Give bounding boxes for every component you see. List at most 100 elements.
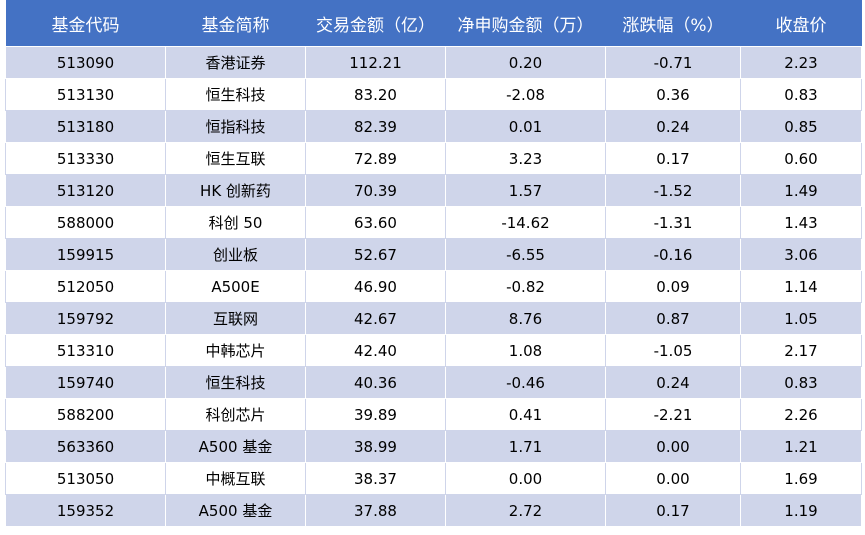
table-cell: 0.09: [605, 270, 741, 303]
table-cell: 2.23: [740, 46, 862, 79]
table-cell: 38.37: [305, 462, 446, 495]
table-cell: 1.14: [740, 270, 862, 303]
table-cell: 513090: [5, 46, 166, 79]
table-row: 588200 科创芯片 39.89 0.41 -2.21 2.26: [5, 398, 862, 431]
table-cell: HK 创新药: [165, 174, 306, 207]
table-cell: 513120: [5, 174, 166, 207]
table-cell: 科创芯片: [165, 398, 306, 431]
table-cell: 0.17: [605, 494, 741, 527]
table-row: 513330 恒生互联 72.89 3.23 0.17 0.60: [5, 142, 862, 175]
table-cell: 37.88: [305, 494, 446, 527]
table-cell: 8.76: [445, 302, 606, 335]
table-cell: 中概互联: [165, 462, 306, 495]
table-cell: -0.16: [605, 238, 741, 271]
table-cell: 112.21: [305, 46, 446, 79]
table-cell: 0.85: [740, 110, 862, 143]
table-cell: 82.39: [305, 110, 446, 143]
table-cell: 恒生科技: [165, 366, 306, 399]
table-row: 512050 A500E 46.90 -0.82 0.09 1.14: [5, 270, 862, 303]
table-cell: 0.87: [605, 302, 741, 335]
table-cell: 512050: [5, 270, 166, 303]
table-cell: 1.21: [740, 430, 862, 463]
table-cell: 46.90: [305, 270, 446, 303]
table-cell: A500 基金: [165, 430, 306, 463]
table-cell: -6.55: [445, 238, 606, 271]
table-row: 513120 HK 创新药 70.39 1.57 -1.52 1.49: [5, 174, 862, 207]
table-row: 159352 A500 基金 37.88 2.72 0.17 1.19: [5, 494, 862, 527]
table-row: 563360 A500 基金 38.99 1.71 0.00 1.21: [5, 430, 862, 463]
table-cell: 513330: [5, 142, 166, 175]
header-cell: 基金简称: [165, 0, 306, 47]
table-row: 513180 恒指科技 82.39 0.01 0.24 0.85: [5, 110, 862, 143]
header-cell: 涨跌幅（%）: [605, 0, 741, 47]
table-cell: 63.60: [305, 206, 446, 239]
table-cell: A500 基金: [165, 494, 306, 527]
table-cell: -1.52: [605, 174, 741, 207]
table-cell: 513310: [5, 334, 166, 367]
table-cell: 0.36: [605, 78, 741, 111]
table-cell: 0.60: [740, 142, 862, 175]
table-cell: 中韩芯片: [165, 334, 306, 367]
table-cell: 0.01: [445, 110, 606, 143]
table-cell: 0.00: [445, 462, 606, 495]
table-cell: -14.62: [445, 206, 606, 239]
table-cell: 40.36: [305, 366, 446, 399]
header-cell: 净申购金额（万）: [445, 0, 606, 47]
table-cell: 42.67: [305, 302, 446, 335]
table-cell: 588200: [5, 398, 166, 431]
table-cell: -0.71: [605, 46, 741, 79]
table-row: 513130 恒生科技 83.20 -2.08 0.36 0.83: [5, 78, 862, 111]
table-row: 159792 互联网 42.67 8.76 0.87 1.05: [5, 302, 862, 335]
table-cell: 38.99: [305, 430, 446, 463]
table-cell: 0.20: [445, 46, 606, 79]
table-cell: 72.89: [305, 142, 446, 175]
header-row: 基金代码 基金简称 交易金额（亿） 净申购金额（万） 涨跌幅（%） 收盘价: [5, 0, 862, 47]
table-cell: -2.08: [445, 78, 606, 111]
table-row: 513310 中韩芯片 42.40 1.08 -1.05 2.17: [5, 334, 862, 367]
table-cell: 513130: [5, 78, 166, 111]
table-cell: 2.17: [740, 334, 862, 367]
table-cell: A500E: [165, 270, 306, 303]
table-row: 513050 中概互联 38.37 0.00 0.00 1.69: [5, 462, 862, 495]
table-cell: 0.83: [740, 366, 862, 399]
table-cell: -0.46: [445, 366, 606, 399]
table-cell: 0.24: [605, 366, 741, 399]
table-cell: 563360: [5, 430, 166, 463]
fund-table: 基金代码 基金简称 交易金额（亿） 净申购金额（万） 涨跌幅（%） 收盘价 513090 香…: [5, 0, 862, 527]
table-cell: 3.23: [445, 142, 606, 175]
table-cell: -1.05: [605, 334, 741, 367]
table-cell: 513050: [5, 462, 166, 495]
header-cell: 交易金额（亿）: [305, 0, 446, 47]
table-cell: 0.00: [605, 462, 741, 495]
table-cell: 513180: [5, 110, 166, 143]
table-body: 513090 香港证券 112.21 0.20 -0.71 2.23 513130 恒生科技 8…: [5, 46, 862, 527]
table-cell: 科创 50: [165, 206, 306, 239]
table-container: 基金代码 基金简称 交易金额（亿） 净申购金额（万） 涨跌幅（%） 收盘价 513090 香…: [5, 0, 862, 527]
table-cell: 1.49: [740, 174, 862, 207]
table-cell: 创业板: [165, 238, 306, 271]
table-cell: 1.69: [740, 462, 862, 495]
table-cell: -1.31: [605, 206, 741, 239]
table-cell: 恒指科技: [165, 110, 306, 143]
table-cell: 2.26: [740, 398, 862, 431]
header-cell: 收盘价: [740, 0, 862, 47]
table-row: 588000 科创 50 63.60 -14.62 -1.31 1.43: [5, 206, 862, 239]
table-cell: 52.67: [305, 238, 446, 271]
table-row: 513090 香港证券 112.21 0.20 -0.71 2.23: [5, 46, 862, 79]
table-cell: 恒生科技: [165, 78, 306, 111]
table-cell: 1.57: [445, 174, 606, 207]
table-cell: 2.72: [445, 494, 606, 527]
table-cell: 588000: [5, 206, 166, 239]
table-cell: 0.83: [740, 78, 862, 111]
table-cell: -2.21: [605, 398, 741, 431]
table-row: 159915 创业板 52.67 -6.55 -0.16 3.06: [5, 238, 862, 271]
table-cell: 0.00: [605, 430, 741, 463]
table-cell: 0.17: [605, 142, 741, 175]
table-cell: 1.08: [445, 334, 606, 367]
table-cell: 3.06: [740, 238, 862, 271]
table-row: 159740 恒生科技 40.36 -0.46 0.24 0.83: [5, 366, 862, 399]
table-cell: 1.43: [740, 206, 862, 239]
table-cell: 39.89: [305, 398, 446, 431]
table-cell: 42.40: [305, 334, 446, 367]
